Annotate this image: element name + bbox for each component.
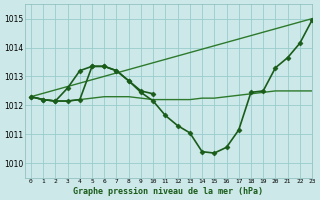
X-axis label: Graphe pression niveau de la mer (hPa): Graphe pression niveau de la mer (hPa) xyxy=(74,187,263,196)
